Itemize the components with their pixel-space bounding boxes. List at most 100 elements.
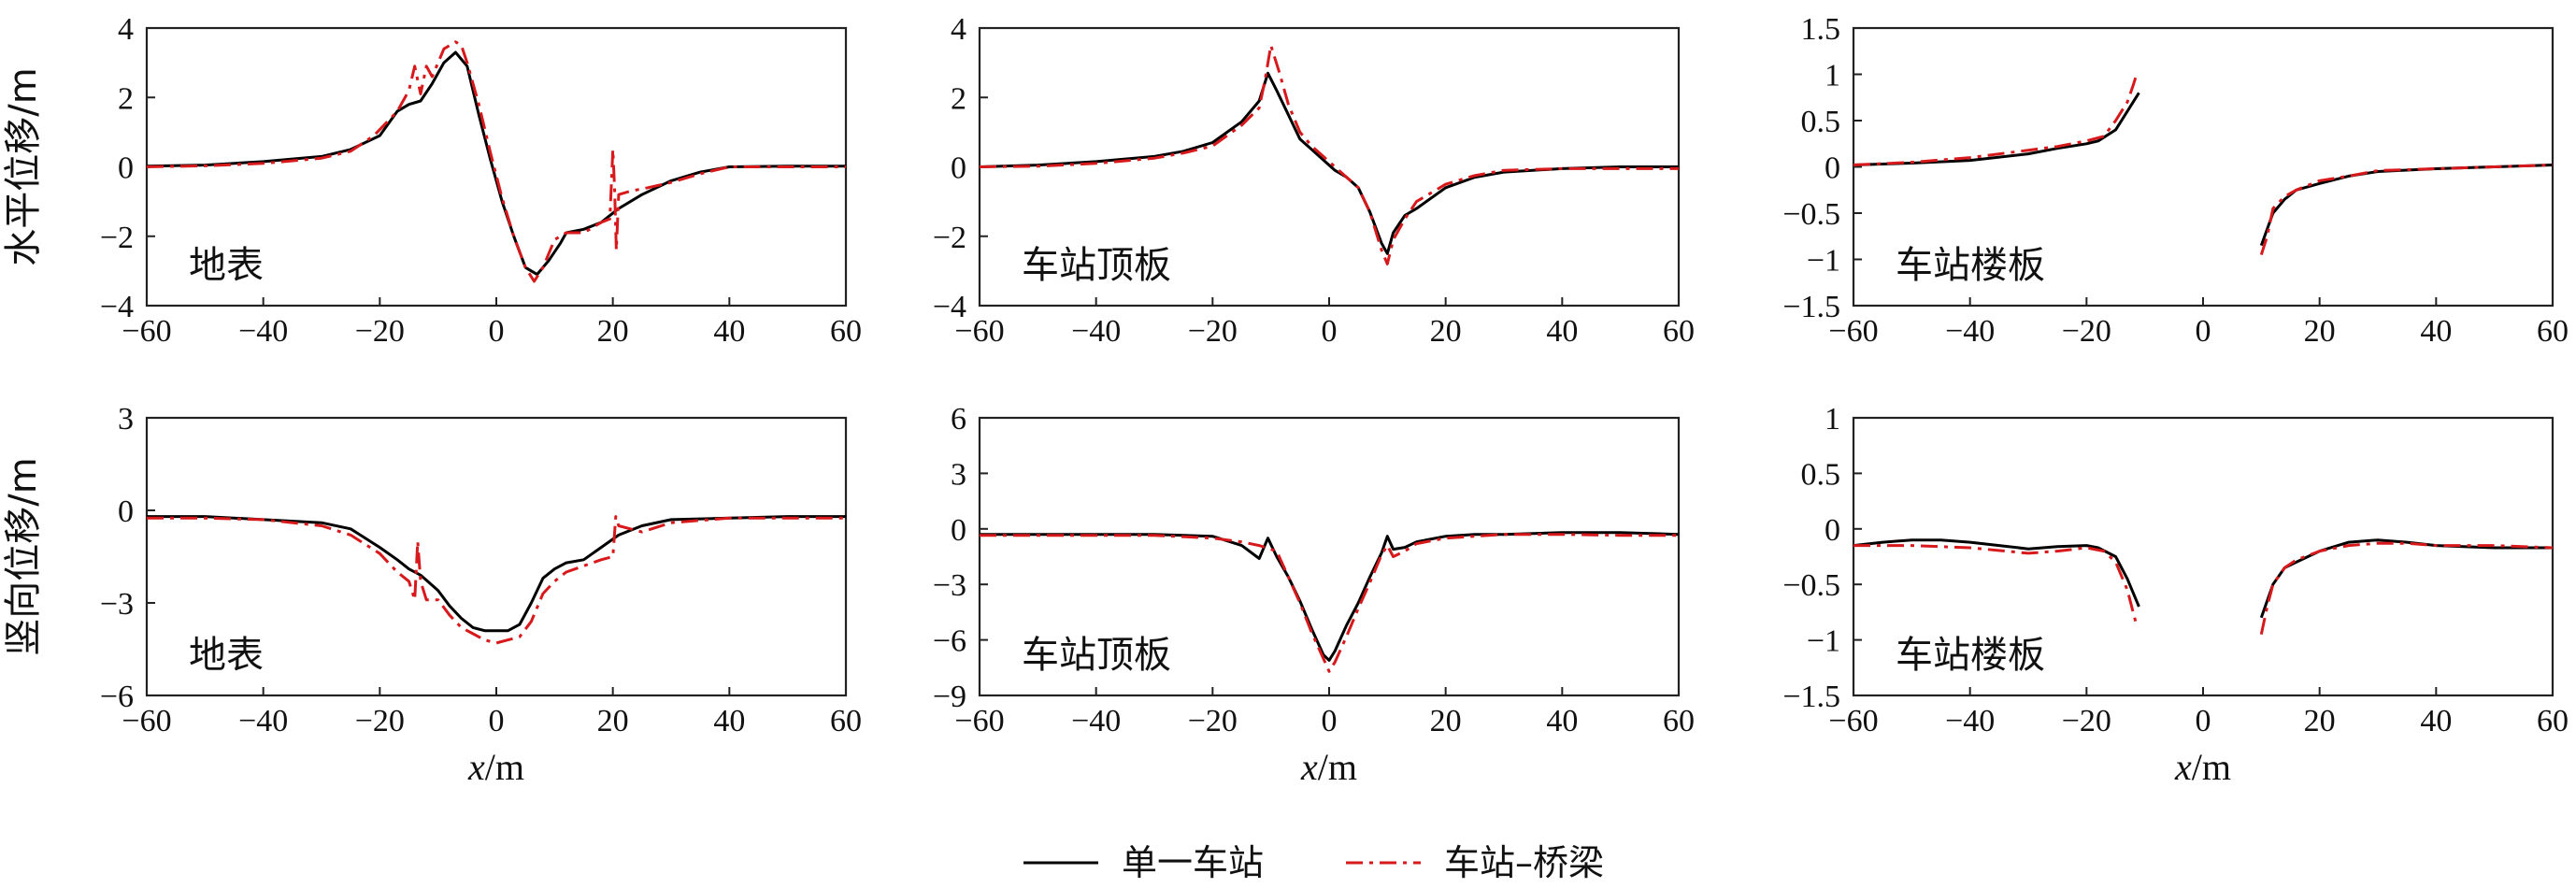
y-tick-label: −4	[933, 290, 966, 324]
y-tick-label: −0.5	[1782, 197, 1840, 232]
y-tick-label: −1.5	[1782, 680, 1840, 714]
y-tick-label: 1	[1825, 59, 1840, 93]
x-tick-label: −60	[122, 314, 171, 349]
y-tick-label: 1	[1825, 402, 1840, 437]
y-tick-label: 0	[118, 494, 134, 529]
series-line-station-bridge	[1853, 76, 2138, 166]
x-tick-label: 60	[2537, 704, 2569, 738]
legend: 单一车站 车站–桥梁	[1023, 842, 1604, 883]
series-line-single-station	[980, 71, 1679, 255]
y-tick-label: 0	[1825, 513, 1840, 548]
x-tick-label: 20	[597, 314, 629, 349]
x-tick-label: −60	[122, 704, 171, 738]
x-tick-label: −20	[2062, 314, 2111, 349]
x-tick-label: −20	[2062, 704, 2111, 738]
y-tick-label: 3	[951, 457, 966, 492]
panel-v-surface: −60 −40 −20 0 20 40 60 3 0 −3 −6 地表 竖向位移/m x/m	[2, 402, 862, 788]
series-line-single-station	[980, 531, 1679, 662]
y-tick-label: −3	[100, 587, 134, 622]
panel-label: 地表	[189, 244, 264, 287]
x-tick-label: 40	[713, 704, 745, 738]
y-tick-label: −1.5	[1782, 290, 1840, 324]
x-tick-label: −60	[1828, 314, 1878, 349]
series-line-single-station	[147, 515, 846, 633]
series-line-station-bridge	[2259, 164, 2553, 256]
y-tick-label: 0.5	[1801, 105, 1841, 139]
y-tick-label: 2	[951, 81, 966, 116]
y-tick-label: 0	[951, 151, 966, 186]
series-line-station-bridge	[2259, 541, 2553, 636]
x-tick-label: 0	[1322, 314, 1338, 349]
x-tick-label: 20	[2304, 314, 2336, 349]
y-tick-label: 0.5	[1801, 457, 1841, 492]
panel-v-floor: −60 −40 −20 0 20 40 60 1 0.5 0 −0.5 −1 −1.5 车站楼板 x/m	[1782, 402, 2569, 788]
y-tick-label: −2	[933, 221, 966, 255]
series-line-station-bridge	[147, 40, 846, 283]
x-axis-title: x/m	[1300, 746, 1357, 788]
series-line-single-station	[2259, 538, 2553, 619]
y-tick-label: −6	[100, 680, 134, 714]
panel-label: 地表	[189, 634, 264, 677]
series-line-station-bridge	[1853, 544, 2138, 624]
x-tick-label: −40	[1071, 704, 1121, 738]
x-tick-label: −40	[1071, 314, 1121, 349]
x-tick-label: −40	[238, 314, 288, 349]
y-tick-label: 0	[951, 513, 966, 548]
x-tick-label: 60	[830, 704, 862, 738]
y-tick-label: 4	[118, 12, 134, 47]
panel-v-roof: −60 −40 −20 0 20 40 60 6 3 0 −3 −6 −9 车站顶板 x/m	[933, 402, 1695, 788]
panel-label: 车站楼板	[1896, 634, 2045, 677]
x-tick-label: −60	[954, 314, 1004, 349]
x-tick-label: 40	[713, 314, 745, 349]
x-tick-label: 20	[597, 704, 629, 738]
series-line-station-bridge	[980, 533, 1679, 673]
legend-label-single-station: 单一车站	[1122, 842, 1264, 883]
x-tick-label: 60	[1663, 314, 1695, 349]
x-tick-label: 60	[1663, 704, 1695, 738]
x-tick-label: −20	[355, 704, 405, 738]
y-axis-title: 竖向位移/m	[2, 457, 45, 655]
y-tick-label: 6	[951, 402, 966, 437]
x-tick-label: −60	[1828, 704, 1878, 738]
series-line-single-station	[2259, 164, 2553, 247]
x-tick-label: 0	[2196, 704, 2211, 738]
x-tick-label: 40	[2420, 704, 2452, 738]
x-tick-label: −40	[1945, 314, 1995, 349]
series-line-station-bridge	[147, 515, 846, 645]
x-tick-label: 40	[1546, 704, 1578, 738]
y-tick-label: −9	[933, 680, 966, 714]
x-tick-label: 0	[2196, 314, 2211, 349]
x-tick-label: −20	[1188, 314, 1238, 349]
panel-label: 车站楼板	[1896, 244, 2045, 287]
x-tick-label: −60	[954, 704, 1004, 738]
y-tick-label: −3	[933, 568, 966, 603]
y-axis-title: 水平位移/m	[2, 67, 45, 265]
series-line-single-station	[1853, 92, 2140, 166]
panel-h-floor: −60 −40 −20 0 20 40 60 1.5 1 0.5 0 −0.5 −1 −1.5 车站楼板	[1782, 12, 2569, 349]
x-tick-label: 20	[2304, 704, 2336, 738]
y-tick-label: −6	[933, 624, 966, 659]
series-line-station-bridge	[980, 44, 1679, 265]
legend-label-station-bridge: 车站–桥梁	[1444, 842, 1604, 883]
panel-label: 车站顶板	[1022, 244, 1171, 287]
y-tick-label: 2	[118, 81, 134, 116]
x-tick-label: −40	[1945, 704, 1995, 738]
y-tick-label: −2	[100, 221, 134, 255]
x-tick-label: 60	[2537, 314, 2569, 349]
y-tick-label: −1	[1807, 624, 1840, 659]
x-tick-label: −20	[1188, 704, 1238, 738]
x-tick-label: −40	[238, 704, 288, 738]
y-tick-label: 3	[118, 402, 134, 437]
x-tick-label: 20	[1430, 704, 1462, 738]
panel-label: 车站顶板	[1022, 634, 1171, 677]
x-axis-title: x/m	[467, 746, 524, 788]
x-tick-label: 20	[1430, 314, 1462, 349]
y-tick-label: −1	[1807, 244, 1840, 279]
y-tick-label: 0	[118, 151, 134, 186]
x-tick-label: 60	[830, 314, 862, 349]
y-tick-label: −4	[100, 290, 134, 324]
